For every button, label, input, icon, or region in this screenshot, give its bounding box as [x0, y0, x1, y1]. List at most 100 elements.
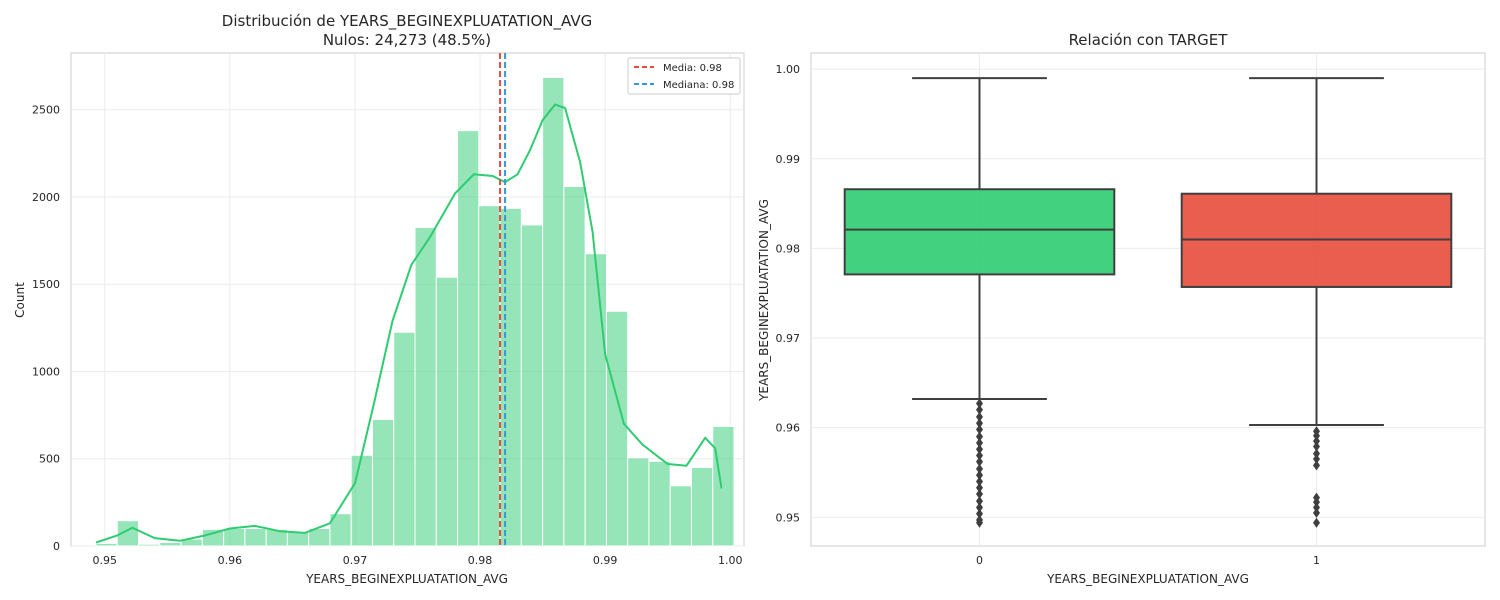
boxplot-plot-area	[810, 52, 1486, 547]
outlier-6	[976, 437, 983, 448]
box-0	[843, 77, 1116, 528]
histogram-bar-29	[712, 425, 735, 547]
outlier-1	[976, 404, 983, 415]
y-tick-label: 0.97	[776, 332, 801, 345]
y-tick-label: 0	[53, 540, 60, 553]
outlier-19	[976, 517, 983, 528]
histogram-subtitle: Nulos: 24,273 (48.5%)	[323, 31, 491, 49]
outlier-11	[976, 470, 983, 481]
histogram-bar-25	[627, 457, 650, 547]
box-1	[1180, 77, 1453, 528]
outlier-17	[976, 508, 983, 519]
outlier-16	[976, 502, 983, 513]
x-tick-label: 1.00	[718, 554, 743, 567]
histogram-bar-9	[286, 531, 310, 547]
boxplot-x-label: YEARS_BEGINEXPLUATATION_AVG	[1046, 572, 1249, 586]
legend-box	[627, 57, 741, 95]
x-tick-label: 0.96	[218, 554, 243, 567]
iqr-box	[843, 188, 1116, 276]
boxplot-title: Relación con TARGET	[1069, 31, 1229, 49]
histogram-bar-6	[223, 528, 246, 547]
histogram-bar-28	[690, 466, 714, 547]
histogram-bar-0	[95, 542, 118, 547]
y-tick-label: 500	[39, 453, 60, 466]
histogram-bar-26	[648, 460, 671, 547]
reference-lines	[499, 53, 507, 546]
histogram-legend: Media: 0.98 Mediana: 0.98	[627, 57, 741, 95]
legend-mean-label: Media: 0.98	[663, 63, 722, 74]
histogram-bar-2	[138, 543, 161, 547]
outlier-10	[1313, 507, 1320, 518]
histogram-bars	[95, 76, 735, 547]
histogram-bar-14	[393, 331, 416, 547]
histogram-bar-27	[669, 485, 692, 547]
histogram-bar-1	[116, 520, 140, 547]
boxplot-y-ticks: 0.95 0.96 0.97 0.98 0.99 1.00	[776, 63, 801, 524]
legend-median-label: Mediana: 0.98	[663, 80, 734, 91]
outlier-15	[976, 496, 983, 507]
y-tick-label: 1500	[32, 278, 60, 291]
outlier-1	[1313, 430, 1320, 441]
histogram-bar-17	[457, 130, 480, 547]
y-tick-label: 2000	[32, 191, 60, 204]
outlier-8	[976, 450, 983, 461]
x-tick-label: 0.99	[593, 554, 618, 567]
outlier-9	[976, 456, 983, 467]
histogram-bar-20	[520, 224, 544, 547]
histogram-y-ticks: 0 500 1000 1500 2000 2500	[32, 104, 60, 553]
x-tick-label: 0.95	[93, 554, 118, 567]
y-tick-label: 2500	[32, 104, 60, 117]
outlier-6	[1313, 460, 1320, 471]
histogram-bar-19	[499, 207, 522, 547]
outlier-2	[1313, 436, 1320, 447]
y-tick-label: 0.99	[776, 153, 801, 166]
boxplot-y-label: YEARS_BEGINEXPLUATATION_AVG	[757, 199, 771, 402]
x-tick-label: 0.97	[343, 554, 368, 567]
histogram-y-label: Count	[13, 282, 27, 318]
kde-curve	[95, 103, 723, 544]
histogram-bar-15	[414, 227, 437, 547]
outlier-14	[976, 489, 983, 500]
histogram-bar-16	[435, 276, 459, 547]
y-tick-label: 1000	[32, 365, 60, 378]
outlier-10	[976, 463, 983, 474]
histogram-x-ticks: 0.95 0.96 0.97 0.98 0.99 1.00	[93, 554, 743, 567]
histogram-bar-18	[478, 205, 501, 547]
histogram-bar-24	[605, 310, 629, 547]
x-tick-label: 1	[1313, 554, 1320, 567]
outlier-5	[1313, 454, 1320, 465]
histogram-bar-12	[350, 454, 373, 547]
boxplot-boxes	[843, 77, 1453, 528]
histogram-panel: 0.95 0.96 0.97 0.98 0.99 1.00 0 500 1000 1500 200…	[13, 12, 745, 586]
x-tick-label: 0	[976, 554, 983, 567]
histogram-bar-13	[371, 418, 395, 547]
outlier-5	[976, 431, 983, 442]
outlier-3	[1313, 441, 1320, 452]
histogram-x-label: YEARS_BEGINEXPLUATATION_AVG	[305, 572, 508, 586]
histogram-bar-22	[563, 186, 586, 547]
histogram-bar-21	[542, 76, 565, 547]
outlier-0	[976, 398, 983, 409]
outlier-2	[976, 411, 983, 422]
outlier-7	[976, 444, 983, 455]
outlier-9	[1313, 502, 1320, 513]
y-tick-label: 1.00	[776, 63, 801, 76]
outlier-8	[1313, 497, 1320, 508]
y-tick-label: 0.96	[776, 422, 801, 435]
outlier-13	[976, 482, 983, 493]
histogram-title: Distribución de YEARS_BEGINEXPLUATATION_…	[222, 12, 592, 31]
outlier-11	[1313, 517, 1320, 528]
x-tick-label: 0.98	[468, 554, 493, 567]
outlier-3	[976, 418, 983, 429]
outlier-4	[976, 424, 983, 435]
y-tick-label: 0.95	[776, 511, 801, 524]
outlier-12	[976, 476, 983, 487]
histogram-bar-7	[244, 528, 267, 547]
outlier-4	[1313, 448, 1320, 459]
y-tick-label: 0.98	[776, 242, 801, 255]
histogram-bar-3	[159, 542, 182, 547]
histogram-bar-23	[584, 253, 607, 547]
